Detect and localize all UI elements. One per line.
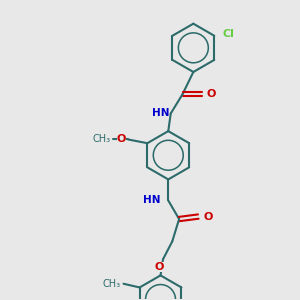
Text: O: O [203, 212, 213, 222]
Text: O: O [207, 89, 216, 99]
Text: CH₃: CH₃ [93, 134, 111, 145]
Text: HN: HN [152, 108, 169, 118]
Text: Cl: Cl [223, 29, 235, 39]
Text: HN: HN [143, 195, 160, 205]
Text: O: O [117, 134, 126, 144]
Text: O: O [154, 262, 164, 272]
Text: CH₃: CH₃ [103, 279, 121, 289]
